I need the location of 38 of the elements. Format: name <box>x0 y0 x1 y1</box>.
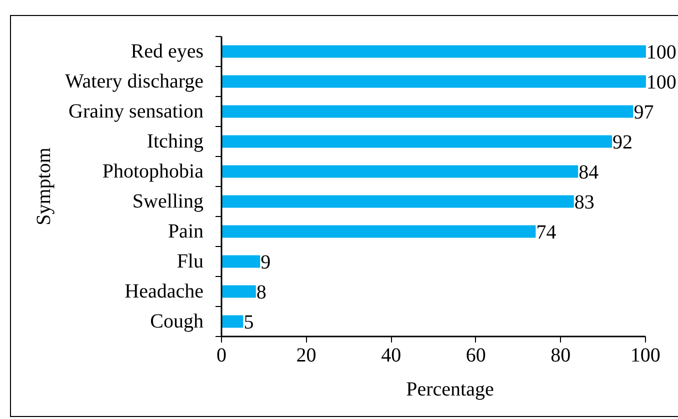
x-tick-label: 40 <box>381 344 402 366</box>
x-tick-label: 80 <box>550 344 571 366</box>
bar <box>222 285 256 298</box>
x-tick-label: 20 <box>296 344 316 366</box>
data-label: 9 <box>260 252 271 274</box>
bar <box>222 45 646 58</box>
x-axis-title: Percentage <box>406 378 494 400</box>
y-tick-label: Photophobia <box>102 160 204 182</box>
y-tick-label: Pain <box>168 220 204 242</box>
y-tick-label: Watery discharge <box>64 70 204 92</box>
bar <box>222 165 578 178</box>
data-label: 8 <box>256 282 266 304</box>
y-tick-label: Grainy sensation <box>68 100 204 122</box>
x-tick-label: 0 <box>216 344 226 366</box>
bar <box>222 105 634 118</box>
y-tick-label: Swelling <box>132 190 204 212</box>
x-tick-label: 60 <box>466 344 486 366</box>
data-label: 5 <box>244 312 254 334</box>
bar <box>222 255 260 268</box>
data-label: 83 <box>574 192 594 214</box>
x-tick-label: 100 <box>630 344 660 366</box>
y-tick-label: Red eyes <box>130 40 204 62</box>
data-label: 97 <box>634 102 654 124</box>
y-tick-label: Cough <box>150 310 204 332</box>
data-label: 100 <box>646 42 676 64</box>
data-label: 84 <box>578 162 599 184</box>
y-tick-label: Itching <box>146 130 204 152</box>
bar <box>222 75 646 88</box>
y-tick-label: Flu <box>176 250 204 272</box>
y-axis-title: Symptom <box>32 147 55 226</box>
bar <box>222 135 612 148</box>
y-tick-label: Headache <box>124 280 204 302</box>
bar <box>222 225 536 238</box>
bar <box>222 195 574 208</box>
bar <box>222 315 244 328</box>
data-label: 74 <box>536 222 556 244</box>
data-label: 92 <box>612 132 633 154</box>
data-label: 100 <box>646 72 676 94</box>
